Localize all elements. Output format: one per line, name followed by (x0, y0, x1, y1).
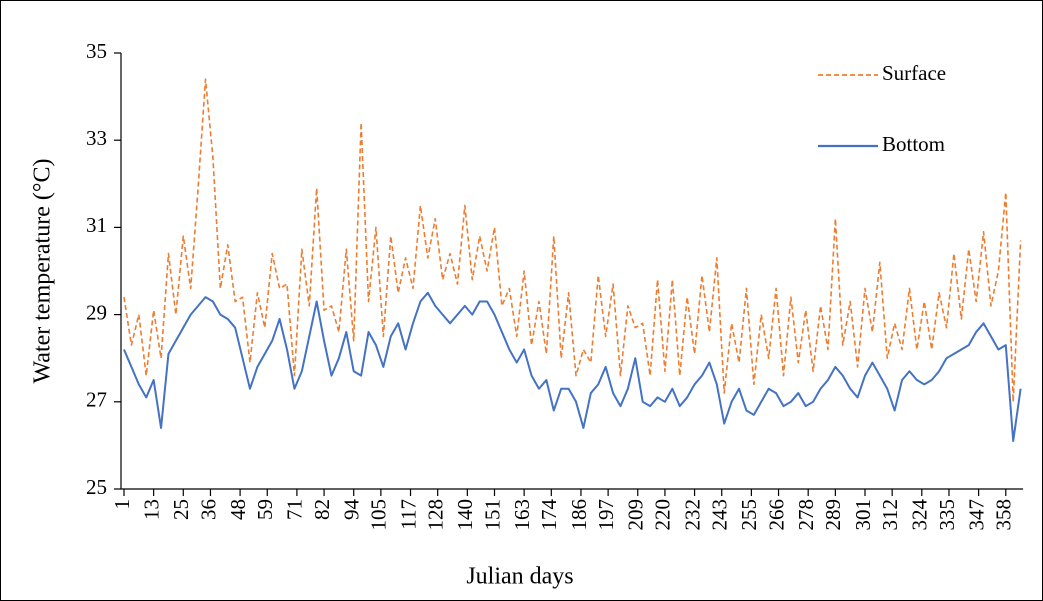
x-tick-label: 220 (651, 499, 675, 531)
x-tick-label: 1 (110, 499, 134, 510)
x-tick-label: 36 (196, 499, 220, 520)
y-tick-label: 31 (86, 213, 107, 237)
x-tick-label: 358 (992, 499, 1016, 531)
y-tick-label: 29 (86, 300, 107, 324)
x-tick-label: 48 (226, 499, 250, 520)
x-tick-label: 186 (567, 499, 591, 531)
line-0 (123, 78, 1022, 403)
x-tick-label: 128 (424, 499, 448, 531)
x-tick-label: 255 (737, 499, 761, 531)
x-tick-label: 13 (139, 499, 163, 520)
y-tick-label: 25 (86, 475, 107, 499)
y-tick-label: 33 (86, 126, 107, 150)
x-tick-label: 94 (340, 499, 364, 521)
y-axis-title: Water temperature (°C) (30, 159, 56, 384)
line-1 (123, 291, 1022, 443)
x-tick-label: 289 (821, 499, 845, 531)
x-tick-label: 243 (708, 499, 732, 531)
y-tick-label: 27 (86, 388, 107, 412)
x-tick-label: 151 (480, 499, 504, 531)
legend-label: Bottom (882, 132, 945, 156)
x-axis-title: Julian days (466, 564, 573, 590)
x-tick-label: 312 (878, 499, 902, 531)
x-tick-label: 266 (764, 499, 788, 531)
y-tick-label: 35 (86, 39, 107, 63)
x-tick-label: 59 (253, 499, 277, 520)
x-tick-label: 174 (537, 499, 561, 531)
x-tick-label: 278 (794, 499, 818, 531)
x-tick-label: 324 (908, 499, 932, 531)
x-tick-label: 140 (453, 499, 477, 531)
x-tick-label: 82 (310, 499, 334, 520)
x-tick-label: 163 (510, 499, 534, 531)
x-tick-label: 105 (367, 499, 391, 531)
x-tick-label: 197 (594, 499, 618, 531)
legend-label: Surface (882, 61, 946, 85)
x-tick-label: 117 (396, 499, 420, 530)
x-tick-label: 335 (935, 499, 959, 531)
x-tick-label: 347 (964, 499, 988, 531)
x-tick-label: 301 (851, 499, 875, 531)
x-tick-label: 232 (680, 499, 704, 531)
x-tick-label: 71 (283, 499, 307, 520)
x-tick-label: 209 (624, 499, 648, 531)
x-tick-label: 25 (169, 499, 193, 520)
